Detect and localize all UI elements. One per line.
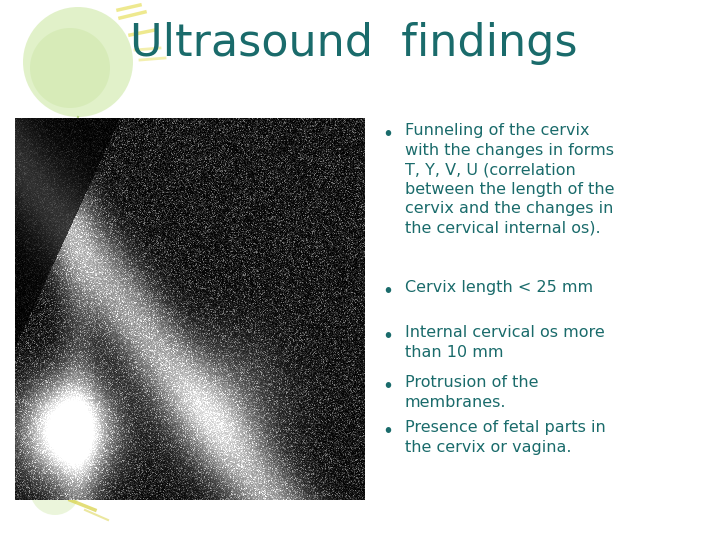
Text: •: • xyxy=(382,422,393,441)
Circle shape xyxy=(23,7,133,117)
Text: Internal cervical os more
than 10 mm: Internal cervical os more than 10 mm xyxy=(405,325,605,360)
Text: Ultrasound  findings: Ultrasound findings xyxy=(130,22,577,65)
Text: •: • xyxy=(382,282,393,301)
Text: Presence of fetal parts in
the cervix or vagina.: Presence of fetal parts in the cervix or… xyxy=(405,420,606,455)
Text: •: • xyxy=(382,377,393,396)
Text: •: • xyxy=(382,125,393,144)
Text: Cervix length < 25 mm: Cervix length < 25 mm xyxy=(405,280,593,295)
Text: Funneling of the cervix
with the changes in forms
T, Y, V, U (correlation
betwee: Funneling of the cervix with the changes… xyxy=(405,123,614,236)
Text: Protrusion of the
membranes.: Protrusion of the membranes. xyxy=(405,375,539,409)
Text: •: • xyxy=(382,327,393,346)
Circle shape xyxy=(30,28,110,108)
Circle shape xyxy=(30,465,80,515)
